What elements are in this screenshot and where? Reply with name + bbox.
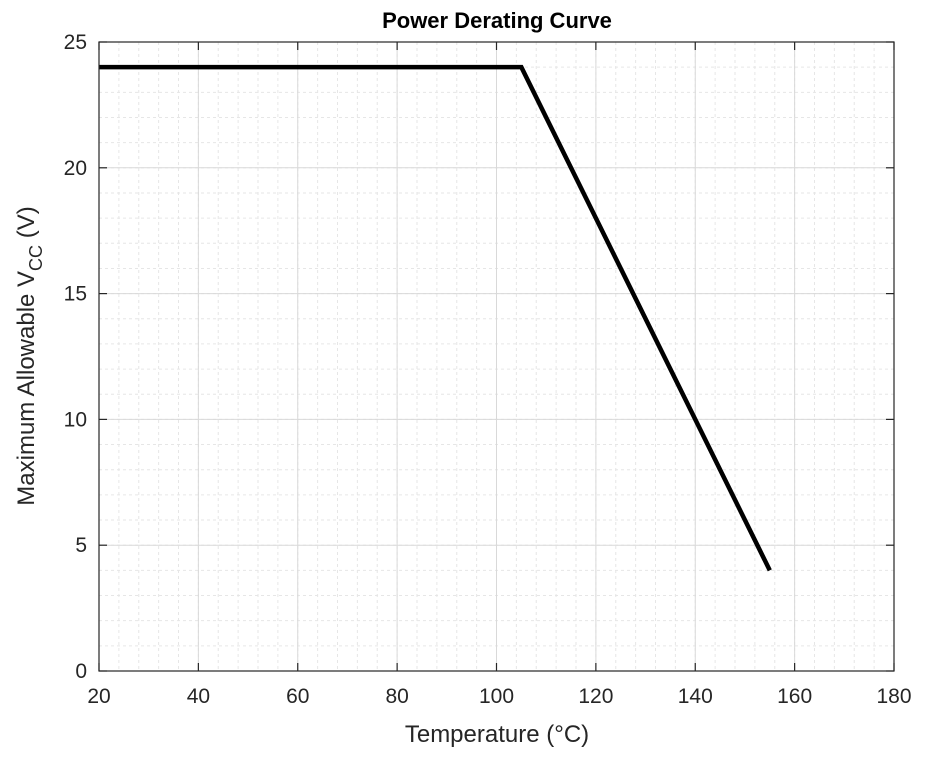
series-line-derating [99,64,772,572]
x-tick-label: 100 [479,685,514,708]
y-axis-label-main: Maximum Allowable V [13,271,40,506]
x-tick-label: 40 [187,685,210,708]
x-ticks: 20 40 60 80 100 120 140 160 180 [87,42,912,708]
x-tick-label: 80 [385,685,408,708]
y-tick-label: 5 [75,534,87,557]
x-tick-label: 180 [876,685,911,708]
series-layer [99,64,772,572]
x-axis-label: Temperature (°C) [405,721,589,748]
chart-title: Power Derating Curve [382,8,612,33]
x-tick-label: 60 [286,685,309,708]
x-tick-label: 120 [578,685,613,708]
y-tick-label: 10 [64,408,87,431]
y-tick-label: 25 [64,31,87,54]
y-axis-label-unit: (V) [13,206,40,245]
y-tick-label: 15 [64,283,87,306]
x-tick-label: 140 [678,685,713,708]
y-axis-label-subscript: CC [26,245,46,271]
x-tick-label: 20 [87,685,110,708]
y-ticks: 0 5 10 15 20 25 [64,31,894,683]
y-tick-label: 20 [64,157,87,180]
y-axis-label: Maximum Allowable VCC (V) [13,206,46,505]
y-tick-label: 0 [75,660,87,683]
x-tick-label: 160 [777,685,812,708]
